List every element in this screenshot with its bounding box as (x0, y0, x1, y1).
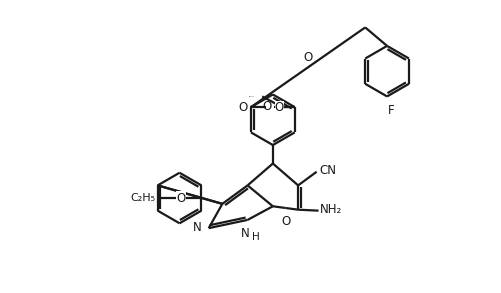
Text: N: N (240, 227, 249, 240)
Text: O: O (262, 100, 272, 113)
Text: O: O (238, 100, 247, 114)
Text: F: F (387, 104, 393, 117)
Text: O: O (303, 51, 312, 64)
Text: methoxy: methoxy (249, 96, 255, 97)
Text: O: O (176, 192, 185, 205)
Text: N: N (193, 221, 201, 234)
Text: C₂H₅: C₂H₅ (130, 193, 155, 203)
Text: O: O (281, 215, 290, 228)
Text: NH₂: NH₂ (319, 203, 342, 216)
Text: O: O (274, 100, 283, 114)
Text: CN: CN (319, 164, 335, 177)
Text: H: H (252, 232, 260, 242)
